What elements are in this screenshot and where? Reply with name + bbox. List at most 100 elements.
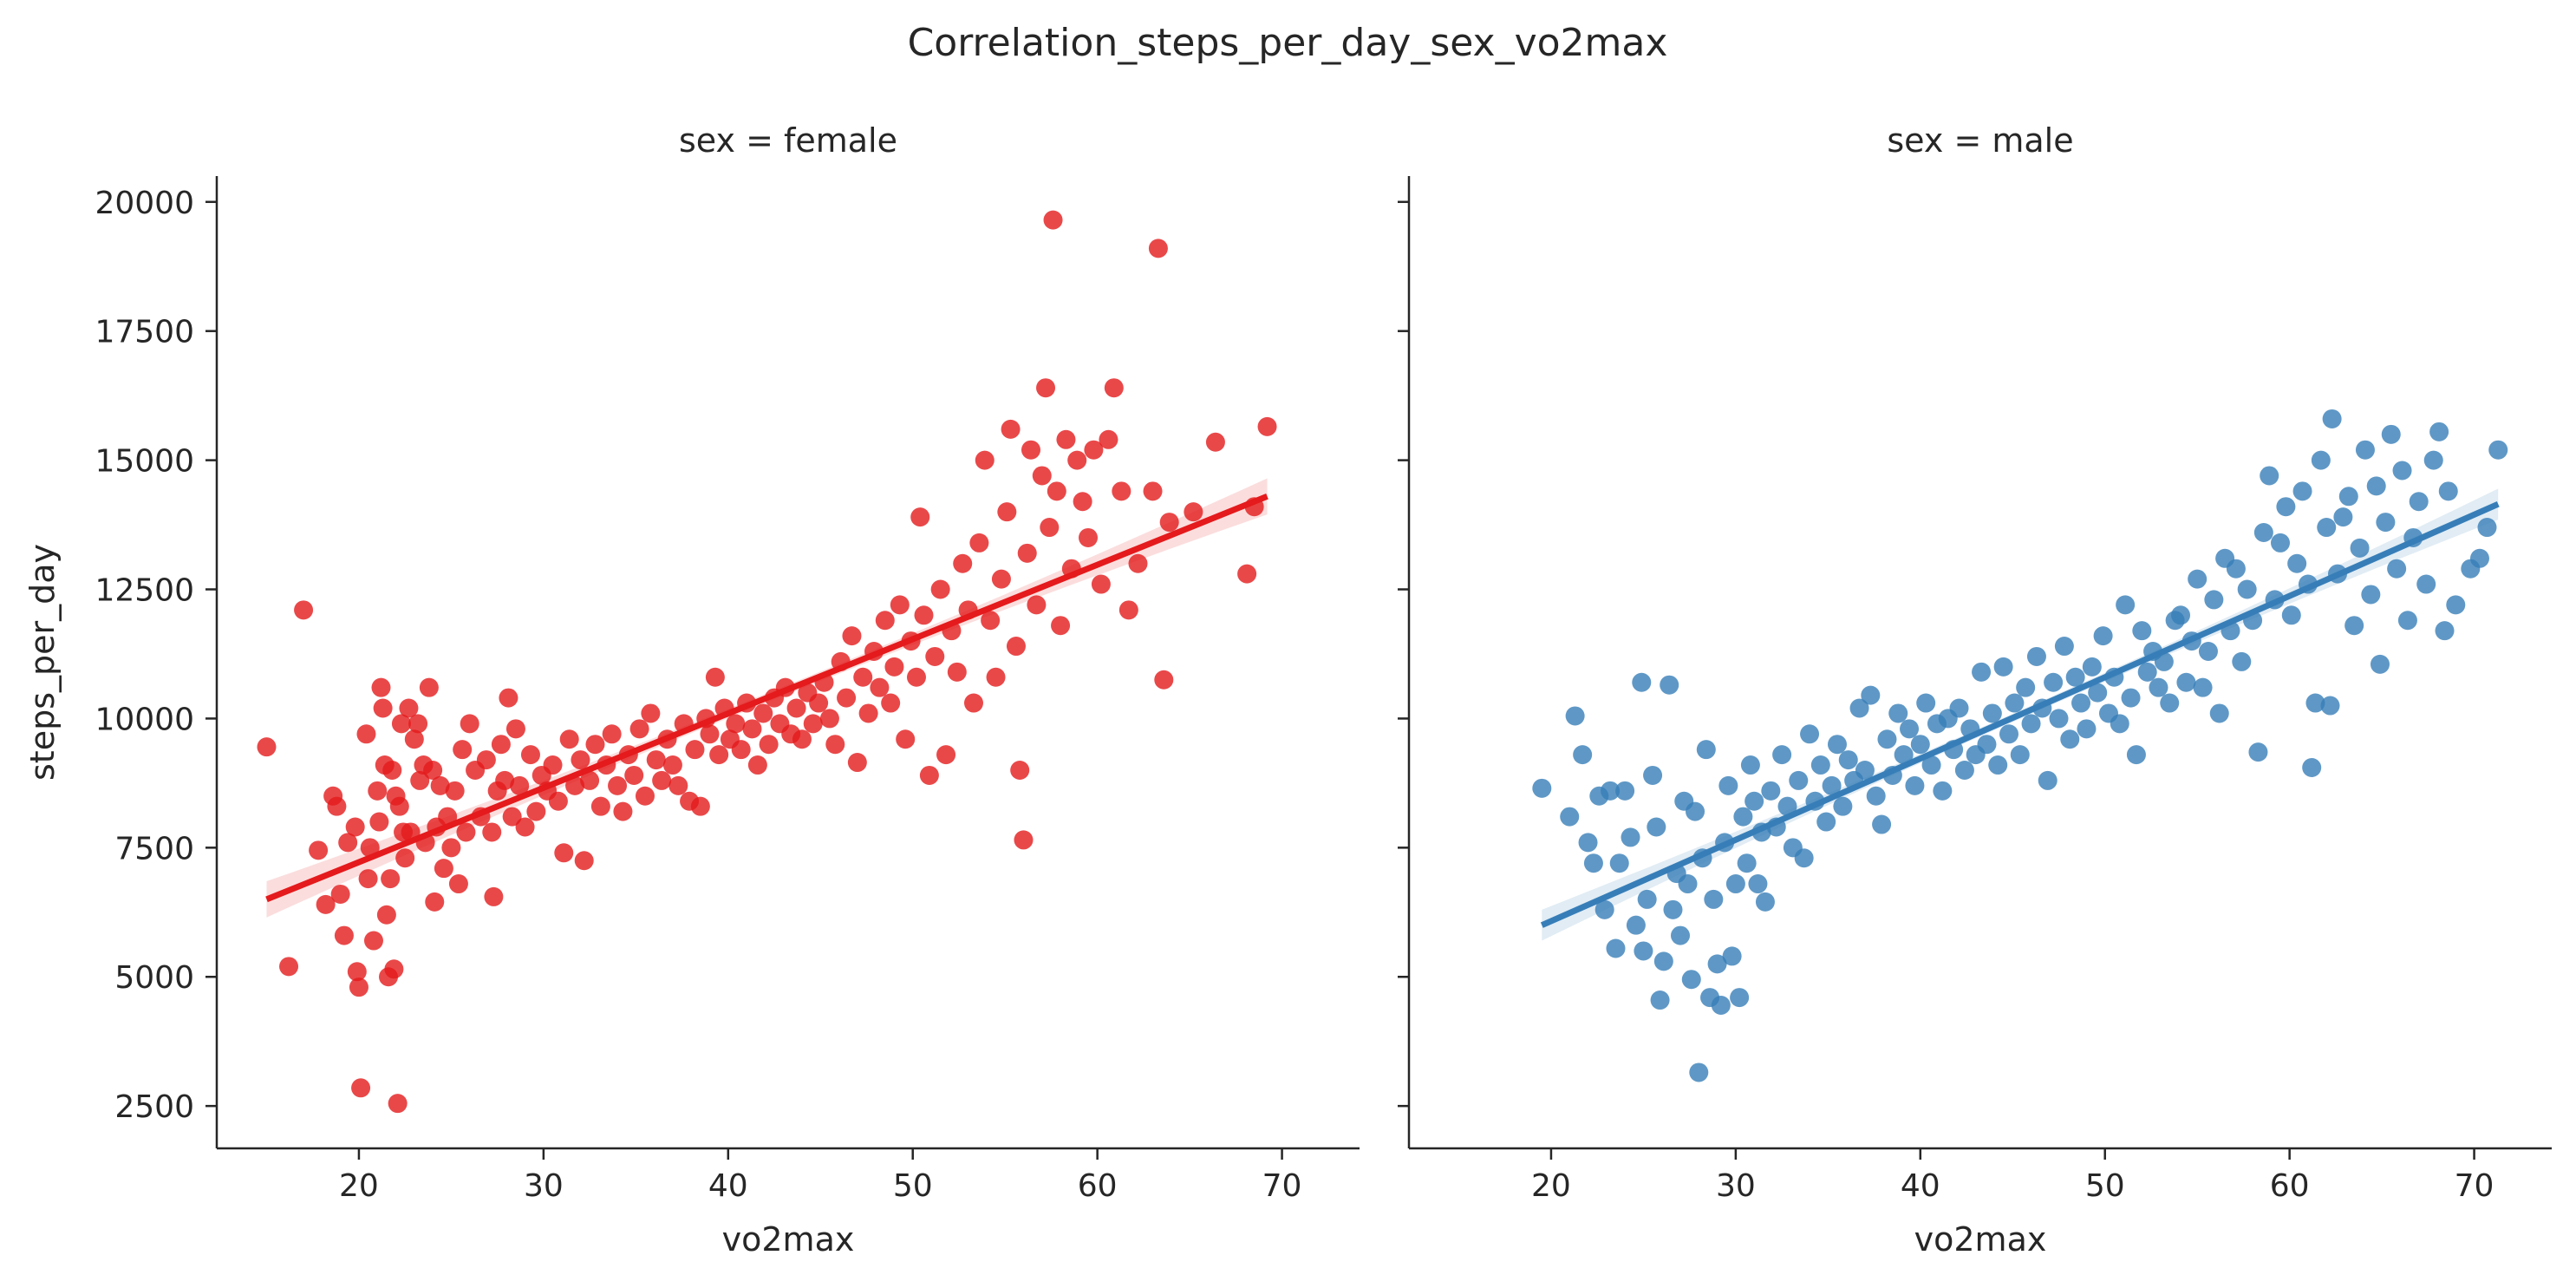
data-point: [2435, 621, 2455, 641]
data-point: [373, 698, 393, 718]
data-point: [1014, 830, 1034, 850]
y-axis-label: steps_per_day: [23, 544, 62, 781]
data-point: [499, 688, 518, 708]
data-point: [1237, 564, 1257, 584]
data-point: [1595, 899, 1614, 919]
data-point: [2232, 651, 2252, 671]
data-point: [2409, 492, 2429, 512]
data-point: [608, 775, 628, 795]
data-point: [2361, 585, 2381, 605]
data-point: [356, 724, 376, 744]
data-point: [997, 502, 1017, 522]
data-point: [847, 753, 867, 773]
data-point: [1043, 210, 1063, 230]
data-point: [2271, 533, 2291, 552]
data-point: [1800, 724, 1820, 744]
data-point: [399, 698, 419, 718]
data-point: [358, 869, 378, 889]
data-point: [384, 959, 404, 979]
data-point: [371, 677, 391, 697]
data-point: [2154, 651, 2174, 671]
data-point: [700, 724, 720, 744]
data-point: [613, 801, 633, 821]
data-point: [1725, 874, 1745, 894]
data-point: [376, 905, 396, 925]
data-point: [1670, 925, 1690, 945]
data-point: [1634, 941, 1653, 961]
data-point: [2071, 693, 2091, 713]
data-point: [408, 714, 428, 734]
data-point: [2016, 677, 2036, 697]
data-point: [349, 977, 368, 997]
data-point: [316, 894, 336, 914]
data-point: [726, 714, 746, 734]
data-point: [2193, 677, 2213, 697]
data-point: [360, 838, 380, 858]
data-point: [1621, 827, 1640, 847]
data-point: [423, 760, 443, 780]
data-point: [257, 737, 277, 757]
data-point: [1999, 724, 2019, 744]
data-point: [1730, 988, 1750, 1008]
data-point: [1606, 938, 1626, 958]
data-point: [1681, 970, 1701, 990]
data-point: [327, 796, 347, 816]
y-tick-label: 7500: [114, 831, 194, 866]
data-point: [1696, 740, 1716, 760]
data-point: [930, 579, 950, 599]
data-point: [476, 750, 496, 770]
data-point: [853, 667, 873, 687]
data-point: [2021, 714, 2041, 734]
data-point: [2366, 476, 2386, 496]
data-point: [554, 843, 574, 863]
data-point: [981, 611, 1001, 631]
data-point: [668, 775, 688, 795]
data-point: [2044, 672, 2064, 692]
data-point: [1833, 796, 1853, 816]
data-point: [1740, 755, 1760, 775]
data-point: [1021, 440, 1040, 460]
data-point: [792, 729, 812, 749]
data-point: [2281, 605, 2301, 625]
data-point: [742, 719, 762, 739]
data-point: [870, 677, 890, 697]
data-point: [2253, 522, 2273, 542]
data-point: [448, 874, 468, 894]
data-point: [1010, 760, 1030, 780]
data-point: [803, 714, 823, 734]
data-point: [629, 719, 649, 739]
data-point: [2350, 538, 2370, 558]
data-point: [2370, 654, 2390, 674]
x-tick-label: 60: [2270, 1168, 2310, 1204]
data-point: [1789, 770, 1809, 790]
data-point: [590, 796, 610, 816]
data-point: [2477, 518, 2497, 538]
data-point: [368, 781, 388, 801]
data-point: [1849, 698, 1869, 718]
data-point: [991, 569, 1011, 589]
data-point: [1084, 440, 1104, 460]
data-point: [709, 745, 729, 765]
data-point: [1601, 781, 1621, 801]
data-point: [1900, 719, 1920, 739]
data-point: [430, 775, 450, 795]
data-point: [759, 735, 779, 755]
facet-title: sex = male: [1887, 121, 2073, 160]
data-point: [419, 677, 439, 697]
data-point: [434, 859, 453, 879]
data-point: [2416, 574, 2436, 594]
data-point: [404, 729, 424, 749]
data-point: [2355, 440, 2375, 460]
data-point: [1578, 833, 1598, 853]
data-point: [2305, 693, 2325, 713]
data-point: [2088, 683, 2108, 703]
data-point: [1988, 755, 2008, 775]
data-point: [2137, 662, 2157, 682]
data-point: [1888, 703, 1908, 723]
data-point: [1794, 848, 1814, 868]
data-point: [425, 892, 445, 912]
data-point: [2171, 605, 2191, 625]
data-point: [1689, 1062, 1709, 1082]
data-point: [2204, 590, 2224, 610]
